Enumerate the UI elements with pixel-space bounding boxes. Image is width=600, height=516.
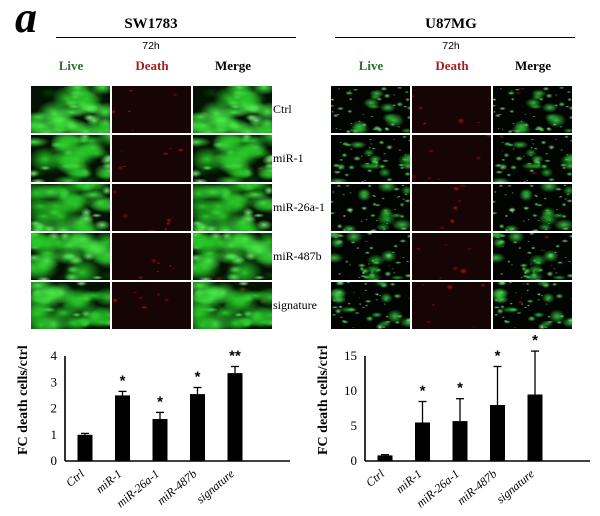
svg-text:*: * — [120, 372, 126, 389]
svg-text:miR-1: miR-1 — [393, 467, 424, 497]
svg-text:miR-487b: miR-487b — [454, 467, 499, 508]
svg-text:0: 0 — [51, 453, 58, 468]
svg-text:10: 10 — [344, 383, 357, 398]
svg-text:*: * — [457, 380, 463, 397]
svg-text:Ctrl: Ctrl — [63, 466, 87, 490]
svg-text:miR-487b: miR-487b — [154, 467, 199, 508]
svg-text:4: 4 — [51, 348, 58, 363]
svg-text:*: * — [195, 369, 201, 386]
svg-text:1: 1 — [51, 427, 58, 442]
svg-text:*: * — [420, 383, 426, 400]
svg-text:0: 0 — [351, 453, 358, 468]
svg-text:15: 15 — [344, 348, 357, 363]
svg-text:signature: signature — [494, 466, 538, 506]
svg-text:3: 3 — [51, 374, 58, 389]
svg-text:*: * — [157, 393, 163, 410]
svg-text:5: 5 — [351, 418, 358, 433]
svg-text:signature: signature — [194, 466, 238, 506]
svg-text:Ctrl: Ctrl — [363, 466, 387, 490]
svg-text:miR-1: miR-1 — [93, 467, 124, 497]
svg-text:*: * — [532, 332, 538, 349]
svg-text:2: 2 — [51, 401, 58, 416]
svg-text:*: * — [495, 348, 501, 365]
svg-text:**: ** — [229, 348, 241, 365]
